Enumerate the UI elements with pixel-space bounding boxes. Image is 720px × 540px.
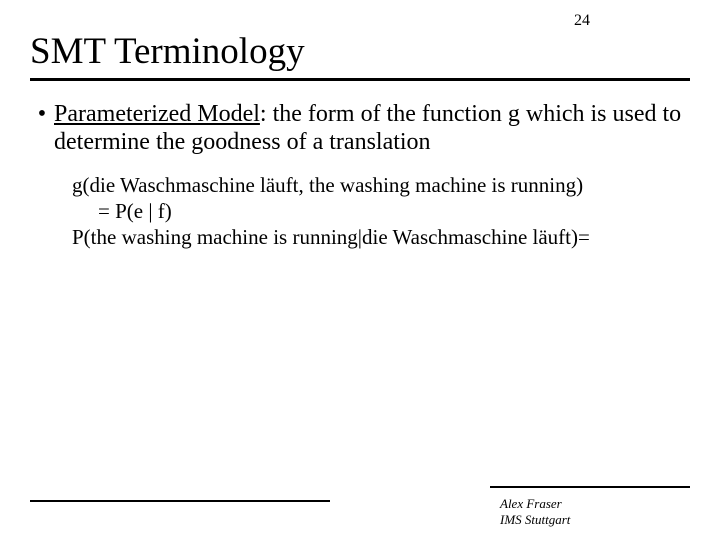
example-line-3: P(the washing machine is running|die Was… [72, 224, 680, 250]
example-block: g(die Waschmaschine läuft, the washing m… [72, 172, 680, 250]
bullet-item: • Parameterized Model: the form of the f… [30, 100, 690, 156]
slide: 24 SMT Terminology • Parameterized Model… [0, 0, 720, 540]
title-underline [30, 78, 690, 81]
slide-content: • Parameterized Model: the form of the f… [30, 100, 690, 250]
example-line-2: = P(e | f) [72, 198, 680, 224]
slide-title: SMT Terminology [30, 30, 305, 73]
footer-rule-right [490, 486, 690, 488]
footer-affiliation: IMS Stuttgart [500, 512, 680, 528]
footer-text: Alex Fraser IMS Stuttgart [500, 496, 680, 528]
bullet-text: Parameterized Model: the form of the fun… [54, 100, 690, 156]
term-parameterized-model: Parameterized Model [54, 101, 260, 127]
footer-author: Alex Fraser [500, 496, 680, 512]
example-line-1: g(die Waschmaschine läuft, the washing m… [72, 172, 680, 198]
bullet-marker: • [30, 100, 54, 128]
bullet-colon: : [260, 101, 273, 127]
footer-rule-left [30, 500, 330, 502]
page-number: 24 [574, 12, 590, 30]
